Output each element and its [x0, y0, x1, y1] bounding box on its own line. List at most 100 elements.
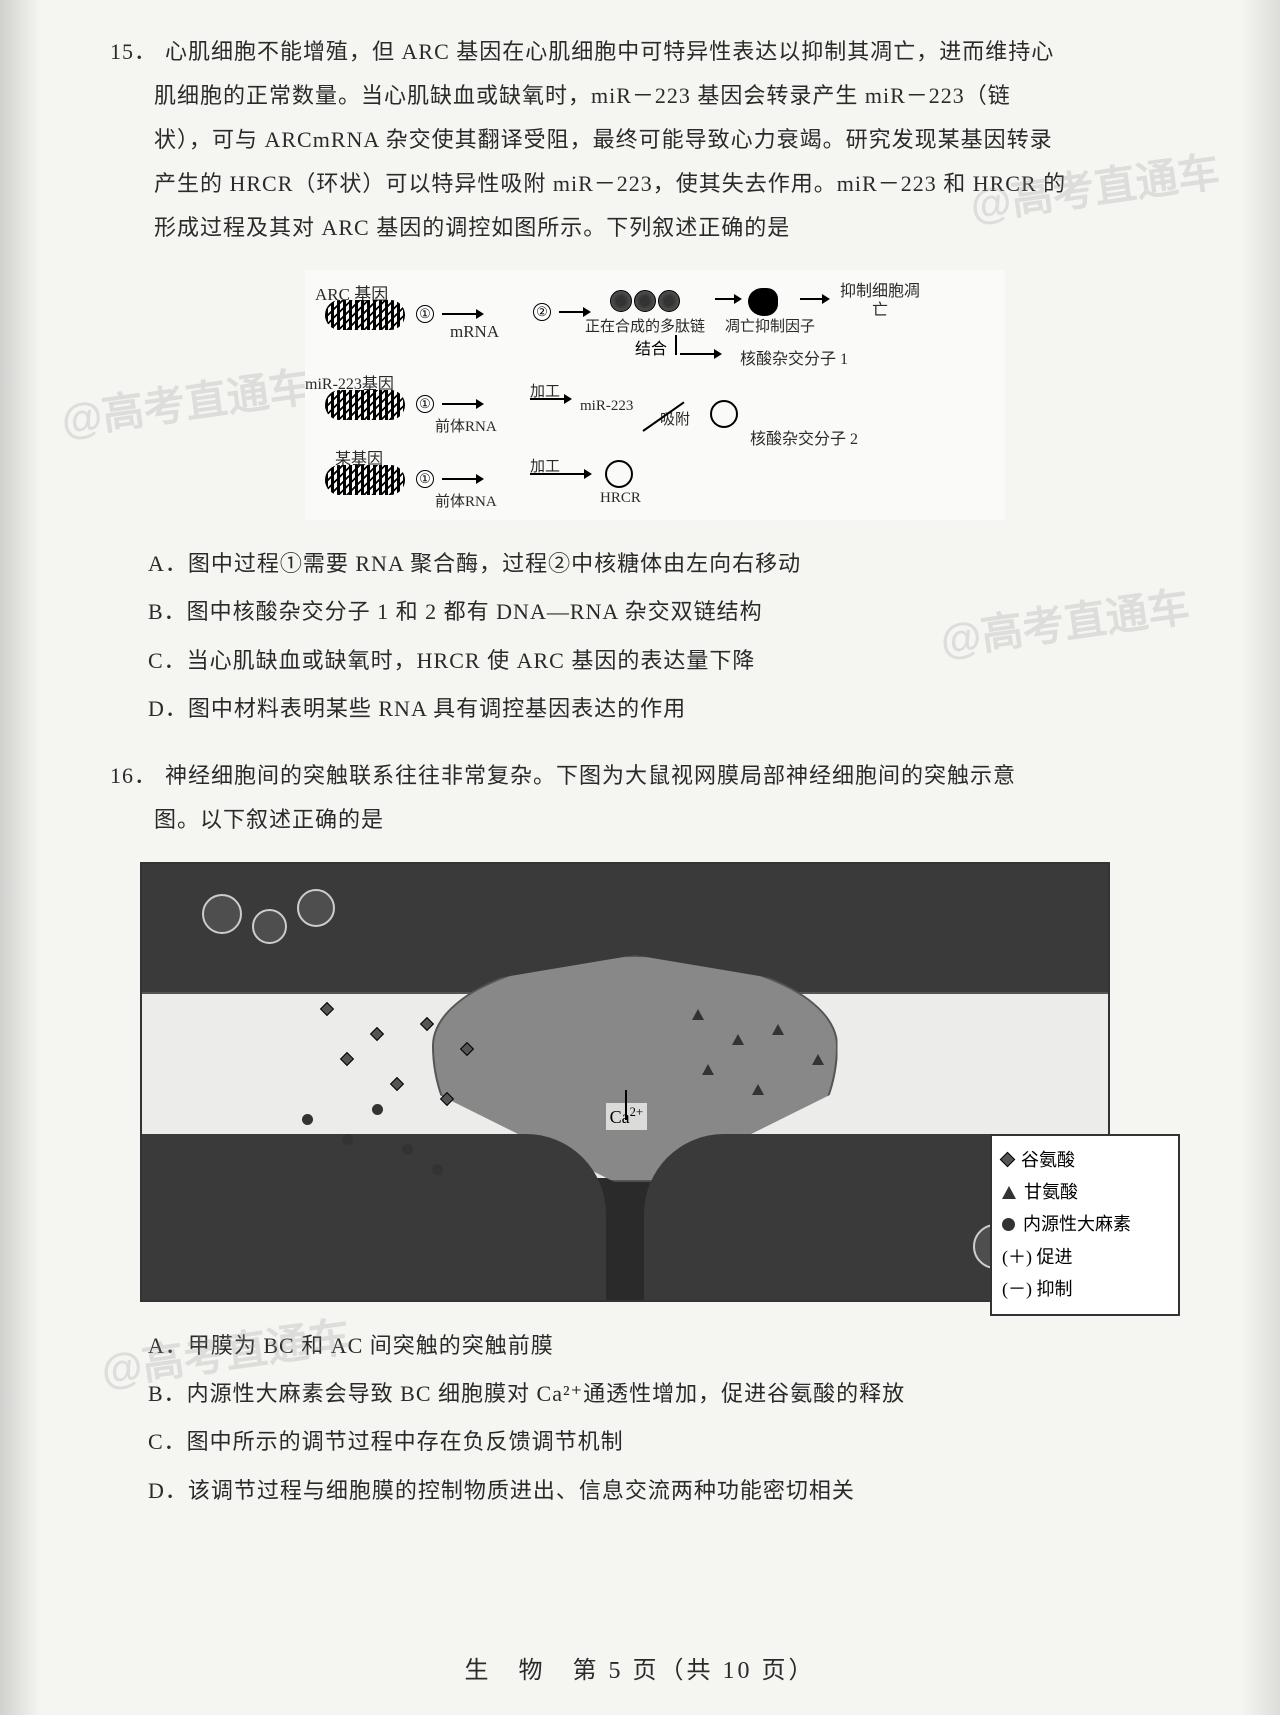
ribosome-icon: [634, 290, 656, 312]
legend-inhibit: (－) 抑制: [1002, 1273, 1168, 1305]
arrow-right-h1: [675, 353, 725, 355]
bottom-left-cell: [142, 1134, 606, 1300]
q16-number: 16．: [110, 763, 157, 788]
legend-glutamate-label: 谷氨酸: [1021, 1144, 1075, 1176]
left-shadow: [0, 0, 40, 1715]
q15-option-d: D．图中材料表明某些 RNA 具有调控基因表达的作用: [148, 685, 1200, 733]
glycine-marker: [772, 1024, 784, 1035]
vesicle-icon: [202, 894, 242, 934]
mir-dna: [325, 390, 405, 420]
q15-line4: 产生的 HRCR（环状）可以特异性吸附 miR－223，使其失去作用。miR－2…: [110, 162, 1200, 206]
mir223-row: miR-223: [580, 398, 633, 415]
glycine-marker: [732, 1034, 744, 1045]
combine-label: 结合: [635, 335, 667, 359]
q16-option-c: C．图中所示的调节过程中存在负反馈调节机制: [148, 1418, 1200, 1466]
legend-glycine: 甘氨酸: [1002, 1176, 1168, 1208]
arrow-icon: [442, 403, 482, 405]
mrna-label: mRNA: [450, 322, 499, 342]
vesicle-icon: [297, 889, 335, 927]
right-shadow: [1240, 0, 1280, 1715]
hrcr-circle: [710, 400, 738, 428]
page-footer: 生 物 第 5 页（共 10 页）: [0, 1650, 1280, 1685]
q16-diagram-container: Ca2+ 谷氨酸 甘氨酸 内源性大麻素 (＋) 促进: [110, 862, 1200, 1302]
q16-line1: 神经细胞间的突触联系往往非常复杂。下图为大鼠视网膜局部神经细胞间的突触示意: [165, 763, 1016, 788]
ca-arrow-line: [625, 1090, 627, 1120]
mir-arrow1: ①: [413, 395, 487, 413]
polypeptide-row: 正在合成的多肽链: [585, 315, 705, 336]
endocannabinoid-marker: [372, 1104, 383, 1115]
arrow-icon: [715, 298, 740, 300]
factor-row: 凋亡抑制因子: [725, 315, 815, 336]
glycine-marker: [812, 1054, 824, 1065]
q15-line2: 肌细胞的正常数量。当心肌缺血或缺氧时，miR－223 基因会转录产生 miR－2…: [110, 74, 1200, 118]
hrcr-row: HRCR: [600, 490, 641, 507]
precursor2-label: 前体RNA: [435, 490, 497, 511]
polypeptide-label: 正在合成的多肽链: [585, 315, 705, 336]
legend-inhibit-label: (－) 抑制: [1002, 1273, 1073, 1305]
hybrid1-row: 核酸杂交分子 1: [740, 345, 848, 369]
square-icon: [1000, 1152, 1016, 1168]
ribosome-cluster: [610, 290, 680, 312]
precursor1-label: 前体RNA: [435, 415, 497, 436]
glycine-marker: [702, 1064, 714, 1075]
q15-option-c: C．当心肌缺血或缺氧时，HRCR 使 ARC 基因的表达量下降: [148, 637, 1200, 685]
dna-helix-icon: [325, 465, 405, 495]
blob-icon: [748, 288, 778, 316]
q16-diagram: Ca2+: [140, 862, 1110, 1302]
q16-stem: 16． 神经细胞间的突触联系往往非常复杂。下图为大鼠视网膜局部神经细胞间的突触示意: [110, 754, 1200, 798]
step1-mir: ①: [416, 395, 434, 413]
arrow-icon: [442, 478, 482, 480]
legend-box: 谷氨酸 甘氨酸 内源性大麻素 (＋) 促进 (－) 抑制: [990, 1134, 1180, 1316]
question-15: 15．心肌细胞不能增殖，但 ARC 基因在心肌细胞中可特异性表达以抑制其凋亡，进…: [110, 30, 1200, 734]
legend-endo: 内源性大麻素: [1002, 1208, 1168, 1240]
some-arrow2: [525, 473, 595, 475]
q16-line2: 图。以下叙述正确的是: [110, 798, 1200, 842]
q15-stem: 15．心肌细胞不能增殖，但 ARC 基因在心肌细胞中可特异性表达以抑制其凋亡，进…: [110, 30, 1200, 74]
glutamate-marker: [340, 1051, 354, 1065]
glutamate-marker: [320, 1001, 334, 1015]
q16-option-d: D．该调节过程与细胞膜的控制物质进出、信息交流两种功能密切相关: [148, 1467, 1200, 1515]
arc-dna: [325, 300, 405, 330]
question-16: 16． 神经细胞间的突触联系往往非常复杂。下图为大鼠视网膜局部神经细胞间的突触示意…: [110, 754, 1200, 1516]
arc-arrow1: ①: [413, 305, 487, 323]
arrow-icon: [559, 311, 589, 313]
q15-line5: 形成过程及其对 ARC 基因的调控如图所示。下列叙述正确的是: [110, 206, 1200, 250]
q15-diagram-container: ARC 基因 ① mRNA ②: [110, 270, 1200, 520]
endocannabinoid-marker: [342, 1134, 353, 1145]
arrow-to-blob: [710, 298, 745, 300]
legend-promote-label: (＋) 促进: [1002, 1241, 1073, 1273]
legend-promote: (＋) 促进: [1002, 1241, 1168, 1273]
hrcr-circle2: [605, 460, 633, 488]
inhibit-label: 抑制细胞凋亡: [835, 282, 925, 320]
triangle-icon: [1002, 1186, 1016, 1199]
legend-glutamate: 谷氨酸: [1002, 1144, 1168, 1176]
mrna-label-row: mRNA: [450, 322, 499, 342]
some-dna: [325, 465, 405, 495]
arrow-icon: [800, 298, 828, 300]
step1-some: ①: [416, 470, 434, 488]
ribosome-icon: [658, 290, 680, 312]
inhibit-row: 抑制细胞凋亡: [835, 282, 925, 320]
dna-helix-icon: [325, 390, 405, 420]
endocannabinoid-marker: [402, 1144, 413, 1155]
arrow-icon: [442, 313, 482, 315]
dna-helix-icon: [325, 300, 405, 330]
ribosomes: [610, 290, 680, 312]
q15-option-a: A．图中过程①需要 RNA 聚合酶，过程②中核糖体由左向右移动: [148, 540, 1200, 588]
factor-label: 凋亡抑制因子: [725, 315, 815, 336]
ribosome-icon: [610, 290, 632, 312]
glycine-marker: [692, 1009, 704, 1020]
glutamate-marker: [390, 1076, 404, 1090]
q15-diagram: ARC 基因 ① mRNA ②: [305, 270, 1005, 520]
q15-option-b: B．图中核酸杂交分子 1 和 2 都有 DNA—RNA 杂交双链结构: [148, 588, 1200, 636]
q15-options: A．图中过程①需要 RNA 聚合酶，过程②中核糖体由左向右移动 B．图中核酸杂交…: [110, 540, 1200, 734]
endocannabinoid-marker: [302, 1114, 313, 1125]
hybrid2-row: 核酸杂交分子 2: [750, 425, 858, 449]
hrcr-label: HRCR: [600, 490, 641, 507]
mir-arrow2: [525, 398, 575, 400]
q15-line3: 状），可与 ARCmRNA 杂交使其翻译受阻，最终可能导致心力衰竭。研究发现某基…: [110, 118, 1200, 162]
apoptosis-blob: [748, 288, 778, 316]
vesicle-icon: [252, 909, 287, 944]
arrow-icon: [530, 473, 590, 475]
legend-glycine-label: 甘氨酸: [1024, 1176, 1078, 1208]
